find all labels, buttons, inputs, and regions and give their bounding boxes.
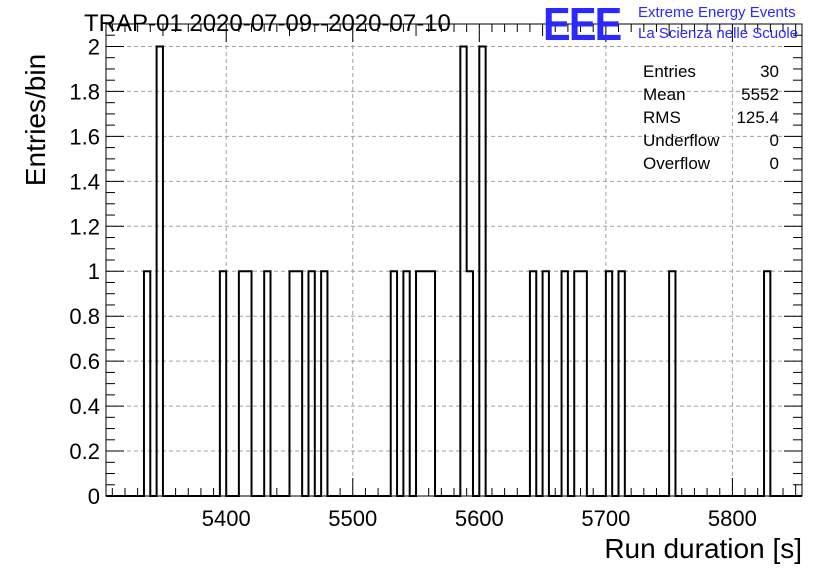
stat-label: Entries	[643, 62, 696, 81]
stat-row-overflow: Overflow 0	[643, 152, 779, 175]
stat-value: 125.4	[736, 108, 779, 127]
stat-row-rms: RMS 125.4	[643, 106, 779, 129]
eee-logo: EEE	[543, 0, 622, 50]
x-tick-label: 5700	[581, 506, 630, 531]
stats-box: Entries 30 Mean 5552 RMS 125.4 Underflow…	[643, 60, 779, 175]
y-tick-label: 0	[88, 484, 100, 509]
x-tick-label: 5400	[202, 506, 251, 531]
y-tick-label: 1	[88, 259, 100, 284]
y-tick-label: 2	[88, 34, 100, 59]
logo-line-1: Extreme Energy Events	[638, 4, 796, 21]
logo-line-2: La Scienza nelle Scuole	[638, 25, 799, 42]
y-tick-label: 0.4	[69, 394, 100, 419]
stat-row-underflow: Underflow 0	[643, 129, 779, 152]
stat-value: 30	[760, 62, 779, 81]
stat-label: Underflow	[643, 131, 720, 150]
stat-value: 0	[769, 154, 779, 173]
y-tick-label: 1.6	[69, 124, 100, 149]
stat-value: 5552	[741, 85, 779, 104]
y-tick-label: 0.6	[69, 349, 100, 374]
x-axis-label: Run duration [s]	[604, 533, 802, 564]
y-axis-label: Entries/bin	[20, 53, 51, 187]
y-tick-label: 1.4	[69, 169, 100, 194]
x-tick-label: 5500	[328, 506, 377, 531]
stat-row-entries: Entries 30	[643, 60, 779, 83]
y-tick-labels: 0 0.2 0.4 0.6 0.8 1 1.2 1.4 1.6 1.8 2	[69, 34, 100, 509]
x-tick-label: 5800	[708, 506, 757, 531]
chart-title: TRAP-01 2020-07-09--2020-07-10	[84, 10, 451, 37]
stat-label: Mean	[643, 85, 686, 104]
histogram-outline	[106, 45, 802, 497]
x-tick-label: 5600	[455, 506, 504, 531]
stat-value: 0	[769, 131, 779, 150]
y-tick-label: 1.2	[69, 214, 100, 239]
x-tick-labels: 5400 5500 5600 5700 5800	[202, 506, 757, 531]
y-tick-label: 1.8	[69, 79, 100, 104]
axis-ticks	[106, 23, 802, 497]
stat-row-mean: Mean 5552	[643, 83, 779, 106]
stat-label: RMS	[643, 108, 681, 127]
stat-label: Overflow	[643, 154, 711, 173]
y-tick-label: 0.2	[69, 439, 100, 464]
y-tick-label: 0.8	[69, 304, 100, 329]
